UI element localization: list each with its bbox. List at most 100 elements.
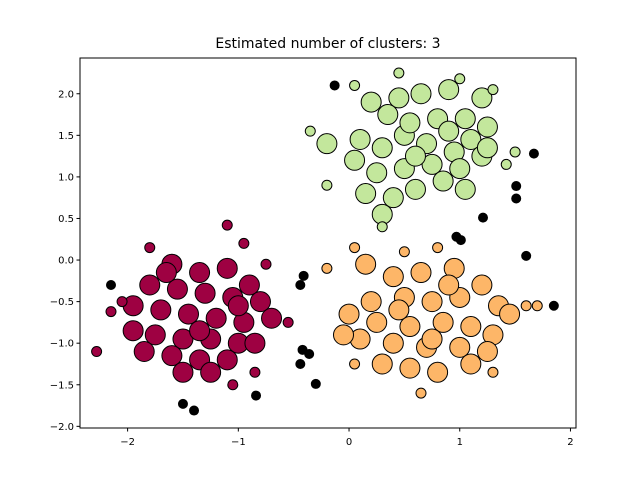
noise-point (548, 300, 559, 311)
border-point (249, 366, 261, 378)
core-point (133, 341, 155, 363)
core-point (421, 328, 443, 350)
core-point (172, 361, 194, 383)
y-tick-label: 1.5 (58, 131, 74, 142)
core-point (344, 149, 366, 171)
axes-frame (79, 57, 577, 429)
border-point (349, 242, 361, 254)
core-point (316, 133, 338, 155)
noise-point (455, 235, 466, 246)
noise-point (106, 279, 116, 290)
core-point (172, 328, 194, 350)
core-point (471, 274, 493, 296)
x-tick-label: 1 (457, 437, 463, 448)
core-point (355, 253, 377, 275)
core-point (404, 178, 426, 200)
y-tick-label: −1.5 (50, 380, 74, 391)
border-point (321, 262, 333, 274)
core-point (432, 170, 454, 192)
core-point (382, 266, 404, 288)
border-point (321, 179, 333, 191)
core-point (200, 361, 222, 383)
series-3 (106, 80, 559, 416)
series-0 (304, 67, 521, 233)
series-1 (321, 242, 543, 399)
core-point (427, 361, 449, 383)
noise-point (511, 181, 522, 192)
noise-point (295, 279, 306, 290)
core-point (333, 324, 354, 346)
border-point (116, 296, 128, 308)
core-point (449, 158, 471, 180)
core-point (460, 128, 482, 150)
noise-point (521, 250, 532, 261)
border-point (415, 387, 427, 399)
core-point (399, 112, 421, 134)
border-point (282, 316, 294, 328)
noise-point (310, 378, 321, 389)
core-point (189, 262, 211, 284)
border-point (260, 258, 272, 270)
noise-point (304, 349, 315, 359)
core-point (438, 274, 460, 296)
border-point (376, 221, 388, 233)
core-point (205, 307, 227, 329)
border-point (144, 242, 156, 254)
core-point (404, 145, 426, 167)
core-point (410, 83, 432, 105)
core-point (449, 336, 471, 358)
core-point (476, 341, 498, 363)
core-point (366, 311, 388, 333)
y-tick-label: −0.5 (50, 297, 74, 308)
border-point (487, 84, 499, 96)
core-point (410, 262, 432, 284)
core-point (377, 104, 399, 126)
x-tick-label: 2 (567, 437, 573, 448)
core-point (460, 353, 482, 375)
core-point (476, 137, 498, 159)
border-point (531, 300, 543, 312)
core-point (399, 357, 421, 379)
core-point (244, 332, 266, 354)
core-point (499, 303, 521, 325)
core-point (438, 120, 460, 142)
noise-point (478, 212, 488, 223)
core-point (166, 278, 188, 300)
noise-point (298, 270, 309, 281)
core-point (150, 299, 172, 321)
core-point (371, 137, 393, 159)
y-tick-label: −1.0 (50, 339, 74, 350)
noise-point (177, 398, 188, 409)
points-layer (91, 67, 559, 416)
core-point (261, 307, 283, 329)
noise-point (251, 390, 262, 401)
core-point (471, 87, 493, 109)
y-axis: 2.0 1.5 1.0 0.5 0.0 −0.5 −1.0 −1.5 −2.0 (50, 89, 80, 433)
core-point (454, 108, 476, 130)
border-point (105, 306, 117, 318)
core-point (382, 332, 404, 354)
core-point (460, 316, 482, 338)
core-point (144, 324, 166, 346)
core-point (382, 187, 404, 209)
core-point (421, 291, 443, 313)
border-point (520, 300, 532, 312)
border-point (227, 379, 239, 391)
core-point (438, 79, 460, 101)
x-axis: −2 −1 0 1 2 (120, 428, 574, 448)
y-tick-label: 1.0 (58, 172, 74, 183)
core-point (122, 320, 144, 342)
core-point (355, 183, 377, 205)
noise-point (511, 193, 522, 204)
core-point (139, 274, 161, 296)
noise-point (295, 358, 306, 369)
core-point (476, 116, 498, 138)
core-point (360, 91, 382, 113)
noise-point (329, 80, 340, 91)
border-point (509, 146, 521, 158)
series-2 (91, 219, 294, 391)
core-point (421, 153, 443, 175)
chart-title: Estimated number of clusters: 3 (215, 36, 440, 52)
border-point (454, 73, 466, 85)
